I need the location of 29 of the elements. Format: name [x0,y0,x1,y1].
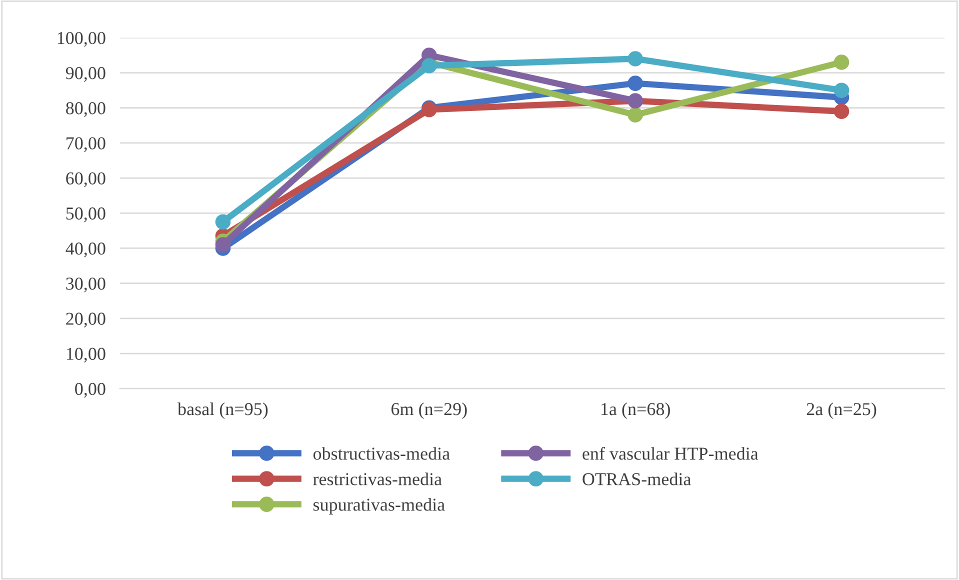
point [215,237,231,252]
legend-label: supurativas-media [313,498,445,514]
legend-label: enf vascular HTP-media [582,446,758,460]
legend-label: OTRAS-media [582,472,691,486]
point [215,214,231,230]
y-tick-label: 20,00 [66,312,106,328]
y-tick-label: 80,00 [66,102,106,117]
point [628,76,643,91]
x-tick-label: 2a (n=25) [806,402,876,419]
y-tick-label: 30,00 [66,278,106,292]
point [628,107,643,123]
x-tick-label: basal (n=95) [178,402,268,419]
y-tick-label: 100,00 [58,32,106,47]
point [834,104,850,120]
point [422,58,437,74]
legend-label: obstructivas-media [313,447,450,460]
y-tick-label: 90,00 [66,67,106,82]
point [834,54,850,70]
y-tick-label: 0,00 [75,382,106,398]
legend-label: restrictivas-media [313,472,442,486]
point [628,51,643,66]
y-tick-label: 60,00 [66,172,106,188]
point [834,82,850,98]
y-tick-label: 40,00 [66,242,106,258]
x-tick-label: 1a (n=68) [602,402,670,419]
y-tick-label: 10,00 [66,348,106,363]
x-tick-label: 6m (n=29) [391,402,467,419]
y-tick-label: 50,00 [66,207,106,222]
y-tick-label: 70,00 [66,137,106,152]
